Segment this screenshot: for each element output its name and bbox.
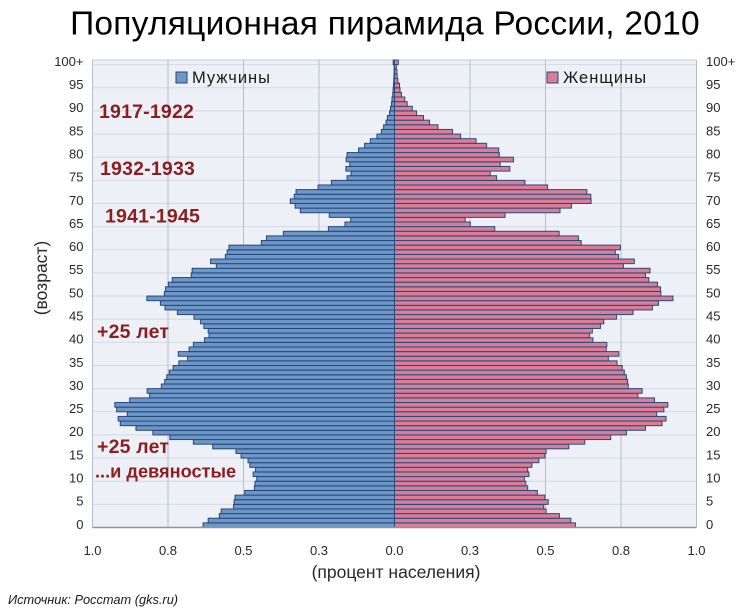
- svg-text:50: 50: [69, 285, 83, 300]
- svg-text:20: 20: [706, 424, 720, 439]
- svg-text:85: 85: [69, 123, 83, 138]
- svg-text:5: 5: [76, 494, 83, 509]
- svg-text:15: 15: [69, 447, 83, 462]
- svg-text:Источник: Росстат (gks.ru): Источник: Росстат (gks.ru): [8, 592, 178, 607]
- svg-text:50: 50: [706, 285, 720, 300]
- svg-text:+25 лет: +25 лет: [97, 436, 169, 458]
- svg-text:0.0: 0.0: [385, 543, 403, 558]
- svg-text:80: 80: [69, 147, 83, 162]
- svg-text:10: 10: [69, 471, 83, 486]
- svg-text:60: 60: [706, 239, 720, 254]
- svg-text:90: 90: [706, 100, 720, 115]
- svg-text:75: 75: [69, 170, 83, 185]
- svg-text:0.8: 0.8: [612, 543, 630, 558]
- svg-text:0.5: 0.5: [234, 543, 252, 558]
- svg-text:1941-1945: 1941-1945: [105, 206, 200, 228]
- svg-text:1917-1922: 1917-1922: [99, 101, 194, 123]
- svg-text:10: 10: [706, 471, 720, 486]
- svg-text:75: 75: [706, 170, 720, 185]
- svg-text:45: 45: [706, 309, 720, 324]
- svg-text:+25 лет: +25 лет: [97, 321, 169, 343]
- svg-text:1.0: 1.0: [687, 543, 705, 558]
- svg-text:40: 40: [706, 332, 720, 347]
- svg-text:30: 30: [69, 378, 83, 393]
- svg-text:55: 55: [69, 262, 83, 277]
- svg-text:Женщины: Женщины: [563, 69, 647, 87]
- svg-text:0.8: 0.8: [159, 543, 177, 558]
- svg-text:100+: 100+: [54, 54, 83, 69]
- svg-text:100+: 100+: [706, 54, 735, 69]
- svg-text:85: 85: [706, 123, 720, 138]
- svg-text:5: 5: [706, 494, 713, 509]
- svg-text:Популяционная пирамида России,: Популяционная пирамида России, 2010: [70, 5, 700, 42]
- svg-text:65: 65: [69, 216, 83, 231]
- svg-text:55: 55: [706, 262, 720, 277]
- svg-text:(процент населения): (процент населения): [312, 562, 481, 582]
- svg-text:(возраст): (возраст): [31, 241, 51, 316]
- svg-text:1.0: 1.0: [83, 543, 101, 558]
- svg-text:70: 70: [706, 193, 720, 208]
- svg-text:0.3: 0.3: [461, 543, 479, 558]
- svg-text:60: 60: [69, 239, 83, 254]
- svg-text:95: 95: [69, 77, 83, 92]
- svg-text:45: 45: [69, 309, 83, 324]
- svg-text:35: 35: [706, 355, 720, 370]
- svg-text:30: 30: [706, 378, 720, 393]
- svg-text:1932-1933: 1932-1933: [100, 158, 195, 180]
- svg-text:80: 80: [706, 147, 720, 162]
- svg-text:35: 35: [69, 355, 83, 370]
- svg-text:25: 25: [69, 401, 83, 416]
- svg-text:Мужчины: Мужчины: [192, 69, 271, 87]
- svg-text:0.5: 0.5: [536, 543, 554, 558]
- svg-text:0: 0: [706, 517, 713, 532]
- svg-text:0.3: 0.3: [310, 543, 328, 558]
- svg-text:95: 95: [706, 77, 720, 92]
- svg-text:70: 70: [69, 193, 83, 208]
- svg-text:25: 25: [706, 401, 720, 416]
- svg-text:40: 40: [69, 332, 83, 347]
- svg-text:15: 15: [706, 447, 720, 462]
- svg-text:0: 0: [76, 517, 83, 532]
- svg-text:90: 90: [69, 100, 83, 115]
- svg-text:20: 20: [69, 424, 83, 439]
- svg-text:65: 65: [706, 216, 720, 231]
- svg-text:...и девяностые: ...и девяностые: [95, 462, 236, 482]
